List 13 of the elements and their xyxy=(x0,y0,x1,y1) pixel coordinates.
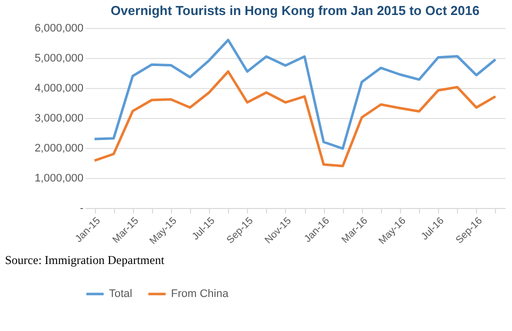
y-tick-label: 2,000,000 xyxy=(34,142,84,154)
y-tick-label: 3,000,000 xyxy=(34,112,84,124)
line-series xyxy=(93,38,497,150)
line-series xyxy=(93,70,497,168)
y-tick-label: 6,000,000 xyxy=(34,22,84,34)
y-tick-label: 5,000,000 xyxy=(34,52,84,64)
legend-label: Total xyxy=(109,288,132,300)
y-tick-label: 4,000,000 xyxy=(34,82,84,94)
y-tick-label: - xyxy=(80,202,84,214)
legend-label: From China xyxy=(171,288,230,300)
source-note: Source: Immigration Department xyxy=(5,253,165,267)
chart-title: Overnight Tourists in Hong Kong from Jan 2015 to Oct 2016 xyxy=(110,3,480,18)
y-tick-label: 1,000,000 xyxy=(34,172,84,184)
